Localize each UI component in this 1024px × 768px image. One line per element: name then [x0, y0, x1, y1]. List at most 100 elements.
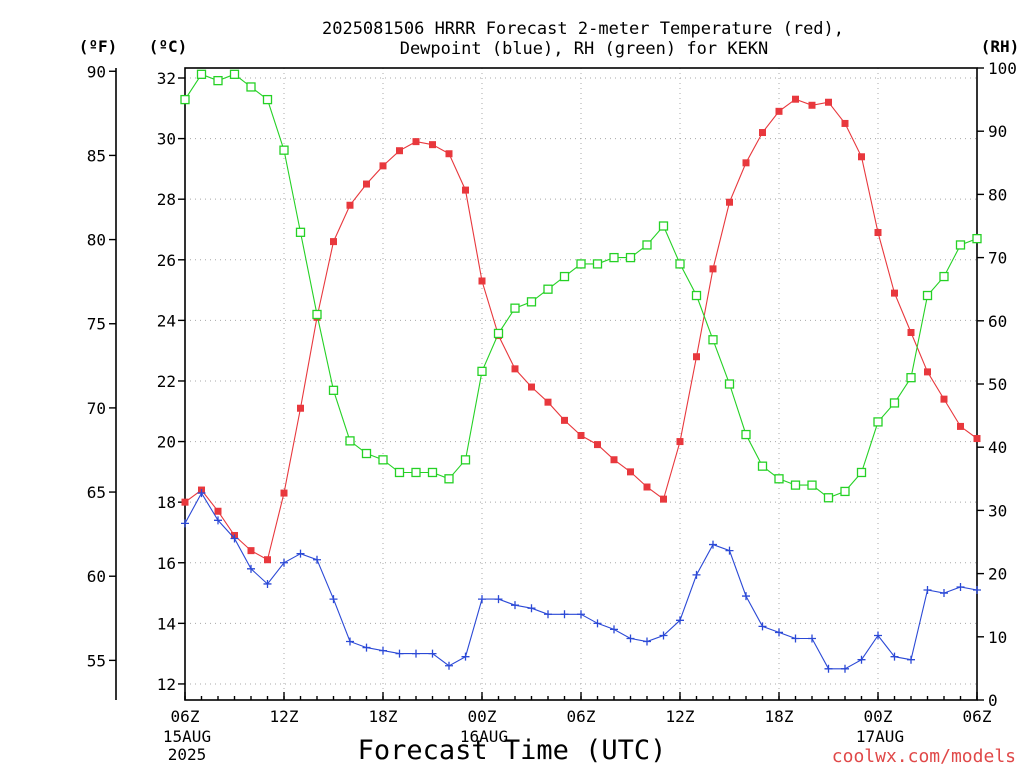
- dewpoint-point: [511, 601, 519, 610]
- rh-point: [312, 309, 322, 320]
- x-tick-label: 00Z: [468, 707, 497, 726]
- rh-point: [625, 252, 636, 263]
- rh-tick-label: 80: [988, 185, 1007, 204]
- dewpoint-point: [841, 664, 849, 673]
- celsius-tick-label: 24: [157, 311, 176, 330]
- rh-point: [972, 233, 982, 244]
- dewpoint-point: [692, 570, 701, 579]
- 2-meter-temperature-point: [462, 186, 469, 194]
- celsius-tick-label: 20: [157, 433, 176, 452]
- dewpoint-point: [956, 582, 965, 591]
- fahrenheit-tick-label: 65: [87, 483, 106, 502]
- x-tick-date: 15AUG: [163, 727, 211, 746]
- 2-meter-temperature-point: [429, 141, 436, 149]
- rh-point: [724, 379, 735, 389]
- temperature-series-name: 2-meter Temperature: [578, 19, 772, 39]
- rh-axis-label: (RH): [981, 37, 1020, 56]
- rh-point: [196, 69, 207, 79]
- 2-meter-temperature-point: [330, 238, 337, 246]
- dewpoint-point: [346, 637, 354, 646]
- dewpoint-point: [874, 631, 882, 640]
- rh-point: [939, 271, 949, 282]
- dewpoint-point: [577, 610, 585, 619]
- 2-meter-temperature-point: [726, 198, 733, 206]
- title-prefix: 2025081506 HRRR Forecast: [322, 19, 568, 39]
- dewpoint-point: [791, 634, 800, 643]
- 2-meter-temperature-point: [759, 129, 766, 137]
- dewpoint-point: [593, 619, 602, 628]
- fahrenheit-tick-label: 80: [87, 231, 106, 250]
- rh-series: [180, 69, 982, 503]
- celsius-tick-label: 14: [157, 614, 176, 633]
- rh-point: [295, 227, 306, 237]
- rh-point: [477, 366, 487, 377]
- dewpoint-point: [197, 489, 206, 498]
- rh-point: [922, 290, 933, 301]
- dewpoint-point: [659, 631, 668, 640]
- dewpoint-point: [379, 646, 387, 655]
- dewpoint-point: [329, 595, 338, 604]
- 2-meter-temperature-point: [874, 229, 882, 237]
- 2-meter-temperature-point: [181, 498, 189, 506]
- rh-point: [840, 486, 850, 497]
- rh-point: [807, 480, 817, 490]
- rh-point: [510, 303, 520, 313]
- 2-meter-temperature-point: [445, 150, 453, 158]
- rh-color-key: (green): [604, 39, 676, 59]
- 2-meter-temperature-point: [528, 383, 535, 391]
- dewpoint-point: [478, 595, 486, 604]
- rh-tick-label: 20: [988, 565, 1007, 584]
- dewpoint-point: [923, 586, 932, 595]
- 2-meter-temperature-point: [297, 404, 304, 412]
- dewpoint-point: [395, 649, 404, 658]
- 2-meter-temperature-point: [957, 422, 964, 430]
- dewpoint-point: [973, 586, 981, 595]
- dewpoint-point: [725, 546, 734, 555]
- x-tick-year: 2025: [168, 745, 207, 764]
- x-tick-label: 06Z: [567, 707, 596, 726]
- 2-meter-temperature-point: [907, 328, 915, 336]
- celsius-tick-label: 30: [157, 130, 176, 149]
- rh-tick-label: 100: [988, 59, 1017, 78]
- celsius-tick-label: 32: [157, 69, 176, 88]
- dewpoint-point: [445, 661, 453, 670]
- rh-point: [609, 252, 619, 263]
- dewpoint-point: [742, 592, 750, 601]
- rh-point: [213, 75, 223, 86]
- dewpoint-point: [362, 643, 371, 652]
- dewpoint-point: [230, 534, 239, 543]
- x-tick-label: 06Z: [171, 707, 200, 726]
- x-tick-date: 17AUG: [856, 727, 904, 746]
- rh-point: [592, 259, 603, 269]
- 2-meter-temperature-point: [247, 547, 255, 555]
- dewpoint-point: [676, 616, 684, 625]
- rh-point: [345, 436, 355, 446]
- dewpoint-point: [626, 634, 635, 643]
- celsius-axis-label: (ºC): [149, 37, 188, 56]
- dewpoint-point: [643, 637, 651, 646]
- 2-meter-temperature-point: [396, 147, 403, 155]
- rh-point: [378, 455, 388, 465]
- dewpoint-point: [263, 579, 272, 588]
- 2-meter-temperature-point: [660, 495, 667, 503]
- dewpoint-point: [758, 622, 767, 631]
- dewpoint-point: [247, 564, 255, 573]
- rh-point: [328, 385, 339, 395]
- dewpoint-point: [808, 634, 816, 643]
- dewpoint-point: [907, 655, 915, 664]
- rh-point: [394, 467, 405, 478]
- 2-meter-temperature-point: [940, 395, 948, 403]
- x-tick-label: 18Z: [369, 707, 398, 726]
- 2-meter-temperature-point: [973, 435, 981, 443]
- 2-meter-temperature-point: [610, 456, 618, 464]
- fahrenheit-axis-label: (ºF): [79, 37, 118, 56]
- 2-meter-temperature-point: [412, 138, 420, 146]
- dewpoint-point: [527, 604, 536, 613]
- rh-tick-label: 90: [988, 122, 1007, 141]
- 2-meter-temperature-point: [792, 95, 799, 103]
- x-tick-label: 06Z: [963, 707, 992, 726]
- 2-meter-temperature-point: [808, 101, 816, 109]
- fahrenheit-tick-label: 70: [87, 399, 106, 418]
- axes: 3230282624222018161412100908070605040302…: [87, 59, 1017, 764]
- dewpoint-point: [313, 555, 321, 564]
